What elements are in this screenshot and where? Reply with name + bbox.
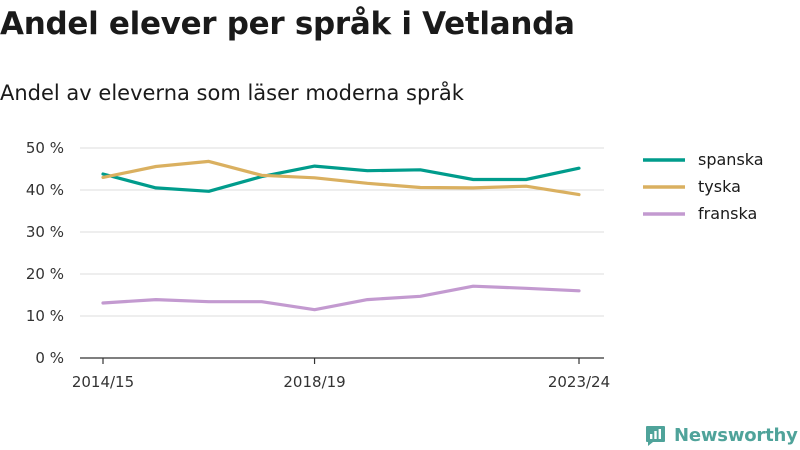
brand-name: Newsworthy xyxy=(674,424,798,446)
series-line-tyska xyxy=(101,159,581,197)
x-tick-label: 2018/19 xyxy=(283,373,345,391)
series-line-franska xyxy=(101,284,581,312)
y-tick-label: 50 % xyxy=(26,139,64,157)
x-tick-label: 2023/24 xyxy=(548,373,610,391)
line-chart: 0 % 10 % 20 % 30 % 40 % 50 % 2014/15 2018/19 202… xyxy=(26,139,764,391)
y-tick-label: 30 % xyxy=(26,223,64,241)
brand-logo: Newsworthy xyxy=(644,420,800,450)
y-tick-label: 20 % xyxy=(26,265,64,283)
legend-label-franska: franska xyxy=(698,204,757,223)
legend-label-spanska: spanska xyxy=(698,150,764,169)
legend-label-tyska: tyska xyxy=(698,177,741,196)
x-tick-label: 2014/15 xyxy=(72,373,134,391)
series-line-spanska xyxy=(101,164,581,193)
chart-title: Andel elever per språk i Vetlanda xyxy=(0,6,575,42)
y-tick-label: 10 % xyxy=(26,307,64,325)
y-tick-label: 0 % xyxy=(35,349,64,367)
y-tick-label: 40 % xyxy=(26,181,64,199)
newsworthy-logo-icon xyxy=(646,425,665,446)
chart-subtitle: Andel av eleverna som läser moderna språ… xyxy=(0,81,464,105)
